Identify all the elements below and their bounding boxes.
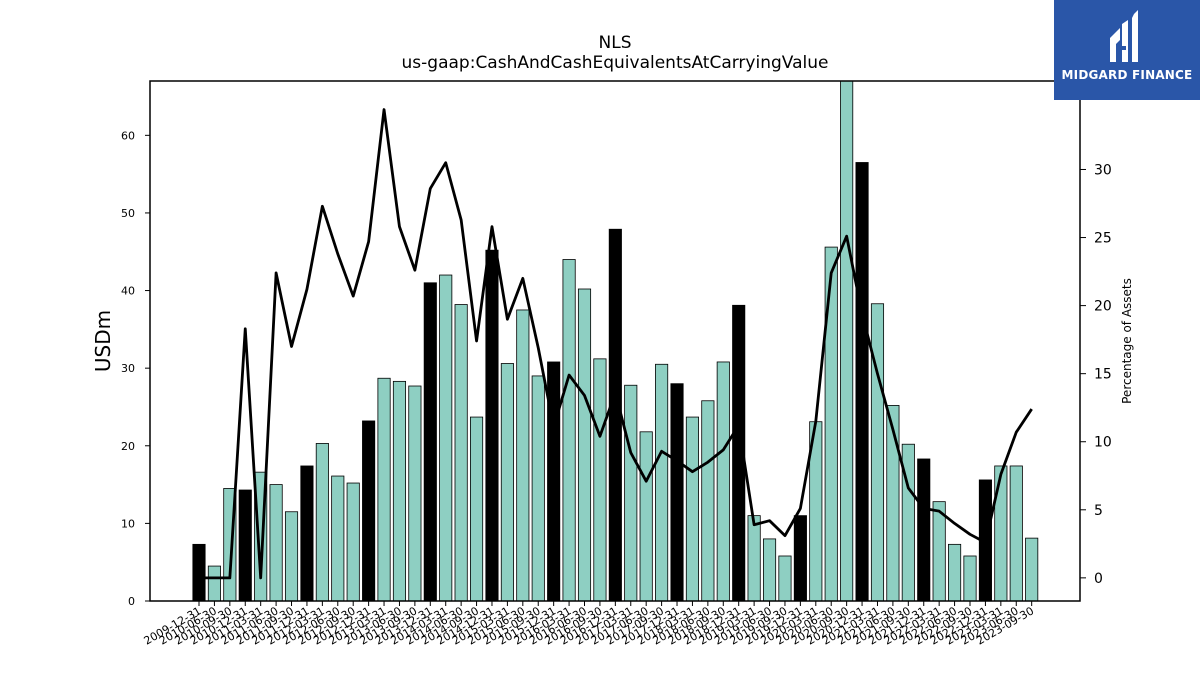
- bar-2019-06-30: [762, 538, 777, 601]
- y2-tick-label: 30: [1094, 162, 1112, 178]
- chart-title: NLS: [599, 33, 632, 53]
- bar-2022-09-30: [963, 555, 977, 601]
- y2-tick-label: 25: [1094, 231, 1112, 247]
- y-tick-label: 50: [121, 207, 135, 220]
- bar-2018-09-30: [716, 361, 730, 601]
- bar-2021-06-30: [886, 405, 900, 601]
- bar-2016-03-31: [562, 259, 576, 601]
- bar-2010-12-31: [238, 489, 252, 601]
- bar-2017-06-30: [639, 431, 653, 601]
- y2-tick-label: 0: [1094, 571, 1103, 587]
- bar-2018-03-31: [685, 416, 699, 601]
- bar-2013-03-31: [377, 377, 391, 601]
- y-tick-label: 20: [121, 440, 135, 453]
- y-axis-right: 0 5 10 15 20 25 30: [1080, 162, 1112, 587]
- y2-axis-label: Percentage of Assets: [1120, 278, 1134, 404]
- y2-tick-label: 20: [1094, 299, 1112, 315]
- bar-2019-12-31: [793, 515, 807, 601]
- y-tick-label: 60: [121, 129, 135, 142]
- bar-2023-06-30: [1009, 465, 1023, 601]
- bar-2021-09-30: [901, 443, 915, 601]
- line-series: [199, 108, 1033, 580]
- bar-2014-12-31: [485, 249, 499, 601]
- y-tick-label: 10: [121, 517, 135, 530]
- bar-2017-03-31: [624, 384, 638, 601]
- bar-2022-06-30: [948, 543, 962, 601]
- bar-2021-12-31: [917, 458, 931, 601]
- bar-2015-09-30: [531, 375, 545, 601]
- bar-2023-09-30: [1025, 537, 1039, 601]
- bar-2011-12-31: [300, 465, 314, 601]
- bar-series: [192, 81, 1039, 601]
- bar-2016-09-30: [593, 358, 607, 601]
- bar-2012-06-30: [331, 475, 345, 601]
- y-tick-label: 30: [121, 362, 135, 375]
- bar-2015-06-30: [516, 309, 530, 601]
- logo-mark-icon: [1110, 10, 1138, 62]
- bar-2015-03-31: [500, 363, 514, 601]
- bar-2019-03-31: [747, 515, 761, 601]
- chart-subtitle: us-gaap:CashAndCashEquivalentsAtCarrying…: [402, 53, 829, 73]
- percentage-line: [199, 108, 1033, 580]
- bar-2012-09-30: [346, 482, 360, 601]
- bar-2009-12-31: [192, 543, 206, 601]
- bar-2014-03-31: [439, 274, 453, 601]
- y-axis-left: 0 10 20 30 40 50 60: [121, 129, 150, 608]
- bar-2020-06-30: [824, 246, 838, 601]
- bar-2017-12-31: [670, 383, 684, 601]
- bar-2020-12-31: [855, 162, 869, 601]
- bar-2014-09-30: [470, 416, 484, 601]
- logo-text: MIDGARD FINANCE: [1061, 68, 1193, 82]
- bar-2013-06-30: [392, 380, 407, 601]
- brand-logo: MIDGARD FINANCE: [1054, 0, 1200, 100]
- y-axis-label: USDm: [91, 310, 115, 372]
- x-axis: 2009-12-312010-06-302010-09-302010-12-31…: [142, 601, 1036, 648]
- bar-2011-09-30: [284, 511, 299, 601]
- bar-2012-03-31: [315, 443, 329, 601]
- bar-2016-06-30: [577, 288, 592, 601]
- bar-2010-06-30: [207, 565, 221, 601]
- y2-tick-label: 10: [1094, 435, 1112, 451]
- bar-2020-09-30: [840, 81, 854, 601]
- bar-2014-06-30: [454, 304, 468, 601]
- bar-2023-03-31: [994, 465, 1008, 601]
- bar-2017-09-30: [655, 363, 669, 601]
- y-tick-label: 40: [121, 285, 135, 298]
- bar-2022-03-31: [932, 501, 946, 601]
- y2-tick-label: 15: [1094, 367, 1112, 383]
- bar-2012-12-31: [362, 420, 376, 601]
- bar-2021-03-31: [870, 303, 885, 601]
- y2-tick-label: 5: [1094, 503, 1103, 519]
- bar-2019-09-30: [778, 555, 792, 601]
- bar-2013-12-31: [423, 282, 437, 601]
- bar-2018-12-31: [732, 304, 746, 601]
- bar-2016-12-31: [608, 228, 622, 601]
- bar-2011-06-30: [269, 484, 283, 601]
- y-tick-label: 0: [128, 595, 135, 608]
- bar-2018-06-30: [701, 400, 715, 601]
- bar-2013-09-30: [408, 385, 422, 601]
